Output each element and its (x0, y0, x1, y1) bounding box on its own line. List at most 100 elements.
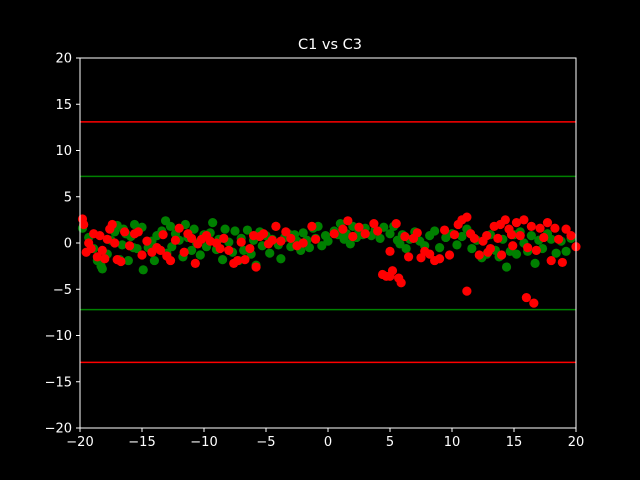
point-s1-80 (412, 228, 422, 238)
x-tick-label-0: −20 (66, 435, 93, 450)
point-s1-107 (519, 215, 529, 225)
point-s0-93 (375, 233, 385, 243)
x-tick-label-6: 10 (444, 435, 461, 450)
point-s1-9 (100, 254, 110, 264)
point-s0-106 (430, 226, 440, 236)
point-s1-60 (311, 234, 321, 244)
x-tick-label-8: 20 (568, 435, 585, 450)
point-s0-14 (123, 255, 133, 266)
point-s1-104 (508, 241, 518, 251)
point-s1-97 (482, 231, 492, 241)
point-s1-66 (360, 229, 370, 239)
point-s1-17 (125, 241, 135, 251)
point-s1-64 (348, 231, 358, 242)
point-s1-124 (495, 219, 505, 230)
point-s1-109 (526, 221, 536, 231)
point-s0-45 (218, 255, 228, 265)
chart-title: C1 vs C3 (298, 37, 362, 53)
point-s1-111 (529, 298, 539, 308)
reference-lines (80, 121, 576, 364)
point-s1-65 (354, 222, 364, 232)
point-s0-60 (265, 248, 275, 258)
x-tick-label-2: −10 (190, 435, 217, 450)
point-s1-85 (435, 254, 445, 264)
point-s0-46 (220, 224, 230, 234)
point-s1-62 (338, 224, 348, 234)
point-s1-45 (240, 255, 250, 265)
point-s0-64 (276, 254, 286, 264)
point-s1-24 (156, 245, 166, 255)
point-s1-53 (271, 221, 281, 231)
point-s1-117 (550, 223, 560, 233)
point-s1-16 (120, 227, 130, 237)
x-tick-label-4: 0 (324, 435, 332, 450)
point-s1-33 (190, 258, 200, 268)
point-s0-20 (138, 265, 148, 275)
scatter-points (77, 212, 581, 308)
point-s0-49 (230, 226, 240, 236)
point-s1-41 (224, 245, 234, 255)
point-s0-129 (530, 258, 540, 268)
point-s0-121 (501, 262, 512, 272)
point-s0-110 (452, 240, 462, 250)
point-s0-71 (298, 228, 308, 238)
point-s0-100 (401, 243, 411, 254)
point-s0-5 (97, 264, 107, 274)
point-s1-74 (391, 218, 401, 229)
point-s0-124 (511, 249, 522, 259)
point-s1-55 (281, 227, 291, 237)
point-s1-105 (511, 218, 522, 228)
y-tick-label-1: −15 (45, 375, 72, 390)
point-s1-106 (515, 231, 525, 241)
x-tick-label-1: −15 (128, 435, 155, 450)
point-s1-115 (542, 218, 553, 228)
point-s1-119 (557, 257, 567, 268)
point-s1-56 (286, 233, 296, 243)
point-s1-94 (462, 286, 472, 296)
x-tick-label-3: −5 (256, 435, 275, 450)
point-s1-114 (539, 232, 549, 243)
point-s0-79 (323, 236, 333, 246)
point-s1-54 (276, 236, 286, 246)
point-s1-83 (425, 249, 435, 259)
point-s0-85 (345, 239, 355, 249)
y-tick-label-7: 15 (55, 98, 72, 113)
point-s1-59 (307, 221, 317, 231)
point-s0-23 (149, 255, 159, 266)
point-s0-113 (467, 243, 477, 254)
point-s1-113 (535, 223, 545, 233)
point-s0-18 (132, 243, 142, 254)
y-tick-label-6: 10 (55, 144, 72, 159)
point-s1-21 (142, 236, 152, 246)
point-s1-13 (110, 238, 120, 248)
point-s1-4 (86, 243, 96, 254)
y-tick-label-2: −10 (45, 329, 72, 344)
point-s1-44 (236, 237, 246, 247)
point-s1-61 (329, 229, 339, 239)
y-tick-label-5: 5 (64, 190, 72, 205)
point-s1-116 (546, 255, 556, 266)
point-s1-112 (531, 245, 541, 255)
y-tick-label-8: 20 (55, 52, 72, 67)
point-s1-121 (566, 231, 576, 241)
point-s1-77 (400, 231, 410, 242)
point-s1-48 (251, 262, 261, 272)
point-s1-8 (97, 245, 107, 255)
point-s1-27 (165, 255, 176, 266)
point-s1-93 (469, 233, 479, 243)
point-s0-133 (546, 234, 556, 244)
point-s0-107 (435, 243, 445, 253)
point-s1-30 (179, 247, 189, 257)
point-s1-120 (561, 224, 571, 234)
point-s0-35 (187, 245, 197, 255)
point-s1-91 (462, 212, 472, 222)
point-s1-100 (493, 233, 503, 243)
point-s1-46 (245, 243, 255, 254)
point-s0-38 (195, 250, 205, 260)
point-s1-32 (187, 233, 197, 243)
point-s1-10 (102, 234, 112, 244)
point-s1-67 (369, 218, 379, 229)
point-s0-53 (242, 225, 252, 235)
point-s1-29 (174, 223, 184, 233)
